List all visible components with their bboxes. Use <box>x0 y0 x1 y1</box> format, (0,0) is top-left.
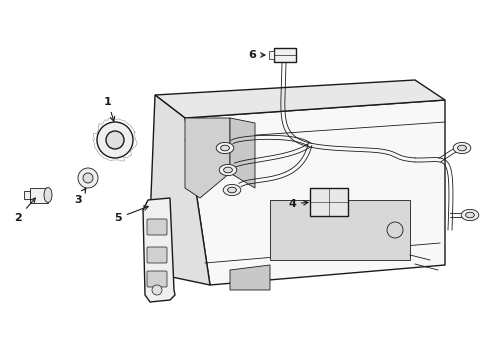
Ellipse shape <box>227 187 236 193</box>
Polygon shape <box>185 118 230 198</box>
Text: 5: 5 <box>114 206 148 223</box>
Circle shape <box>78 168 98 188</box>
Ellipse shape <box>44 188 52 202</box>
Polygon shape <box>230 118 255 188</box>
Bar <box>30 188 48 202</box>
Circle shape <box>106 131 124 149</box>
Text: 4: 4 <box>288 199 308 209</box>
Polygon shape <box>143 198 175 302</box>
Ellipse shape <box>216 143 234 154</box>
Ellipse shape <box>220 145 229 151</box>
Circle shape <box>152 285 162 295</box>
Bar <box>269 51 274 59</box>
FancyBboxPatch shape <box>147 247 167 263</box>
FancyBboxPatch shape <box>147 219 167 235</box>
Polygon shape <box>148 95 210 285</box>
Ellipse shape <box>223 167 232 173</box>
Text: 2: 2 <box>14 198 35 223</box>
Circle shape <box>83 173 93 183</box>
Text: 1: 1 <box>104 97 115 121</box>
Bar <box>24 191 30 199</box>
Bar <box>274 48 296 62</box>
Text: 6: 6 <box>248 50 265 60</box>
Ellipse shape <box>466 212 474 218</box>
Polygon shape <box>155 80 445 118</box>
Ellipse shape <box>453 143 471 154</box>
Polygon shape <box>230 265 270 290</box>
FancyBboxPatch shape <box>147 271 167 287</box>
Circle shape <box>97 122 133 158</box>
Bar <box>270 200 410 260</box>
Text: 3: 3 <box>74 188 86 205</box>
Ellipse shape <box>223 184 241 195</box>
Ellipse shape <box>219 165 237 176</box>
Polygon shape <box>185 100 445 285</box>
Ellipse shape <box>461 210 479 221</box>
Bar <box>310 188 348 216</box>
Ellipse shape <box>458 145 466 151</box>
